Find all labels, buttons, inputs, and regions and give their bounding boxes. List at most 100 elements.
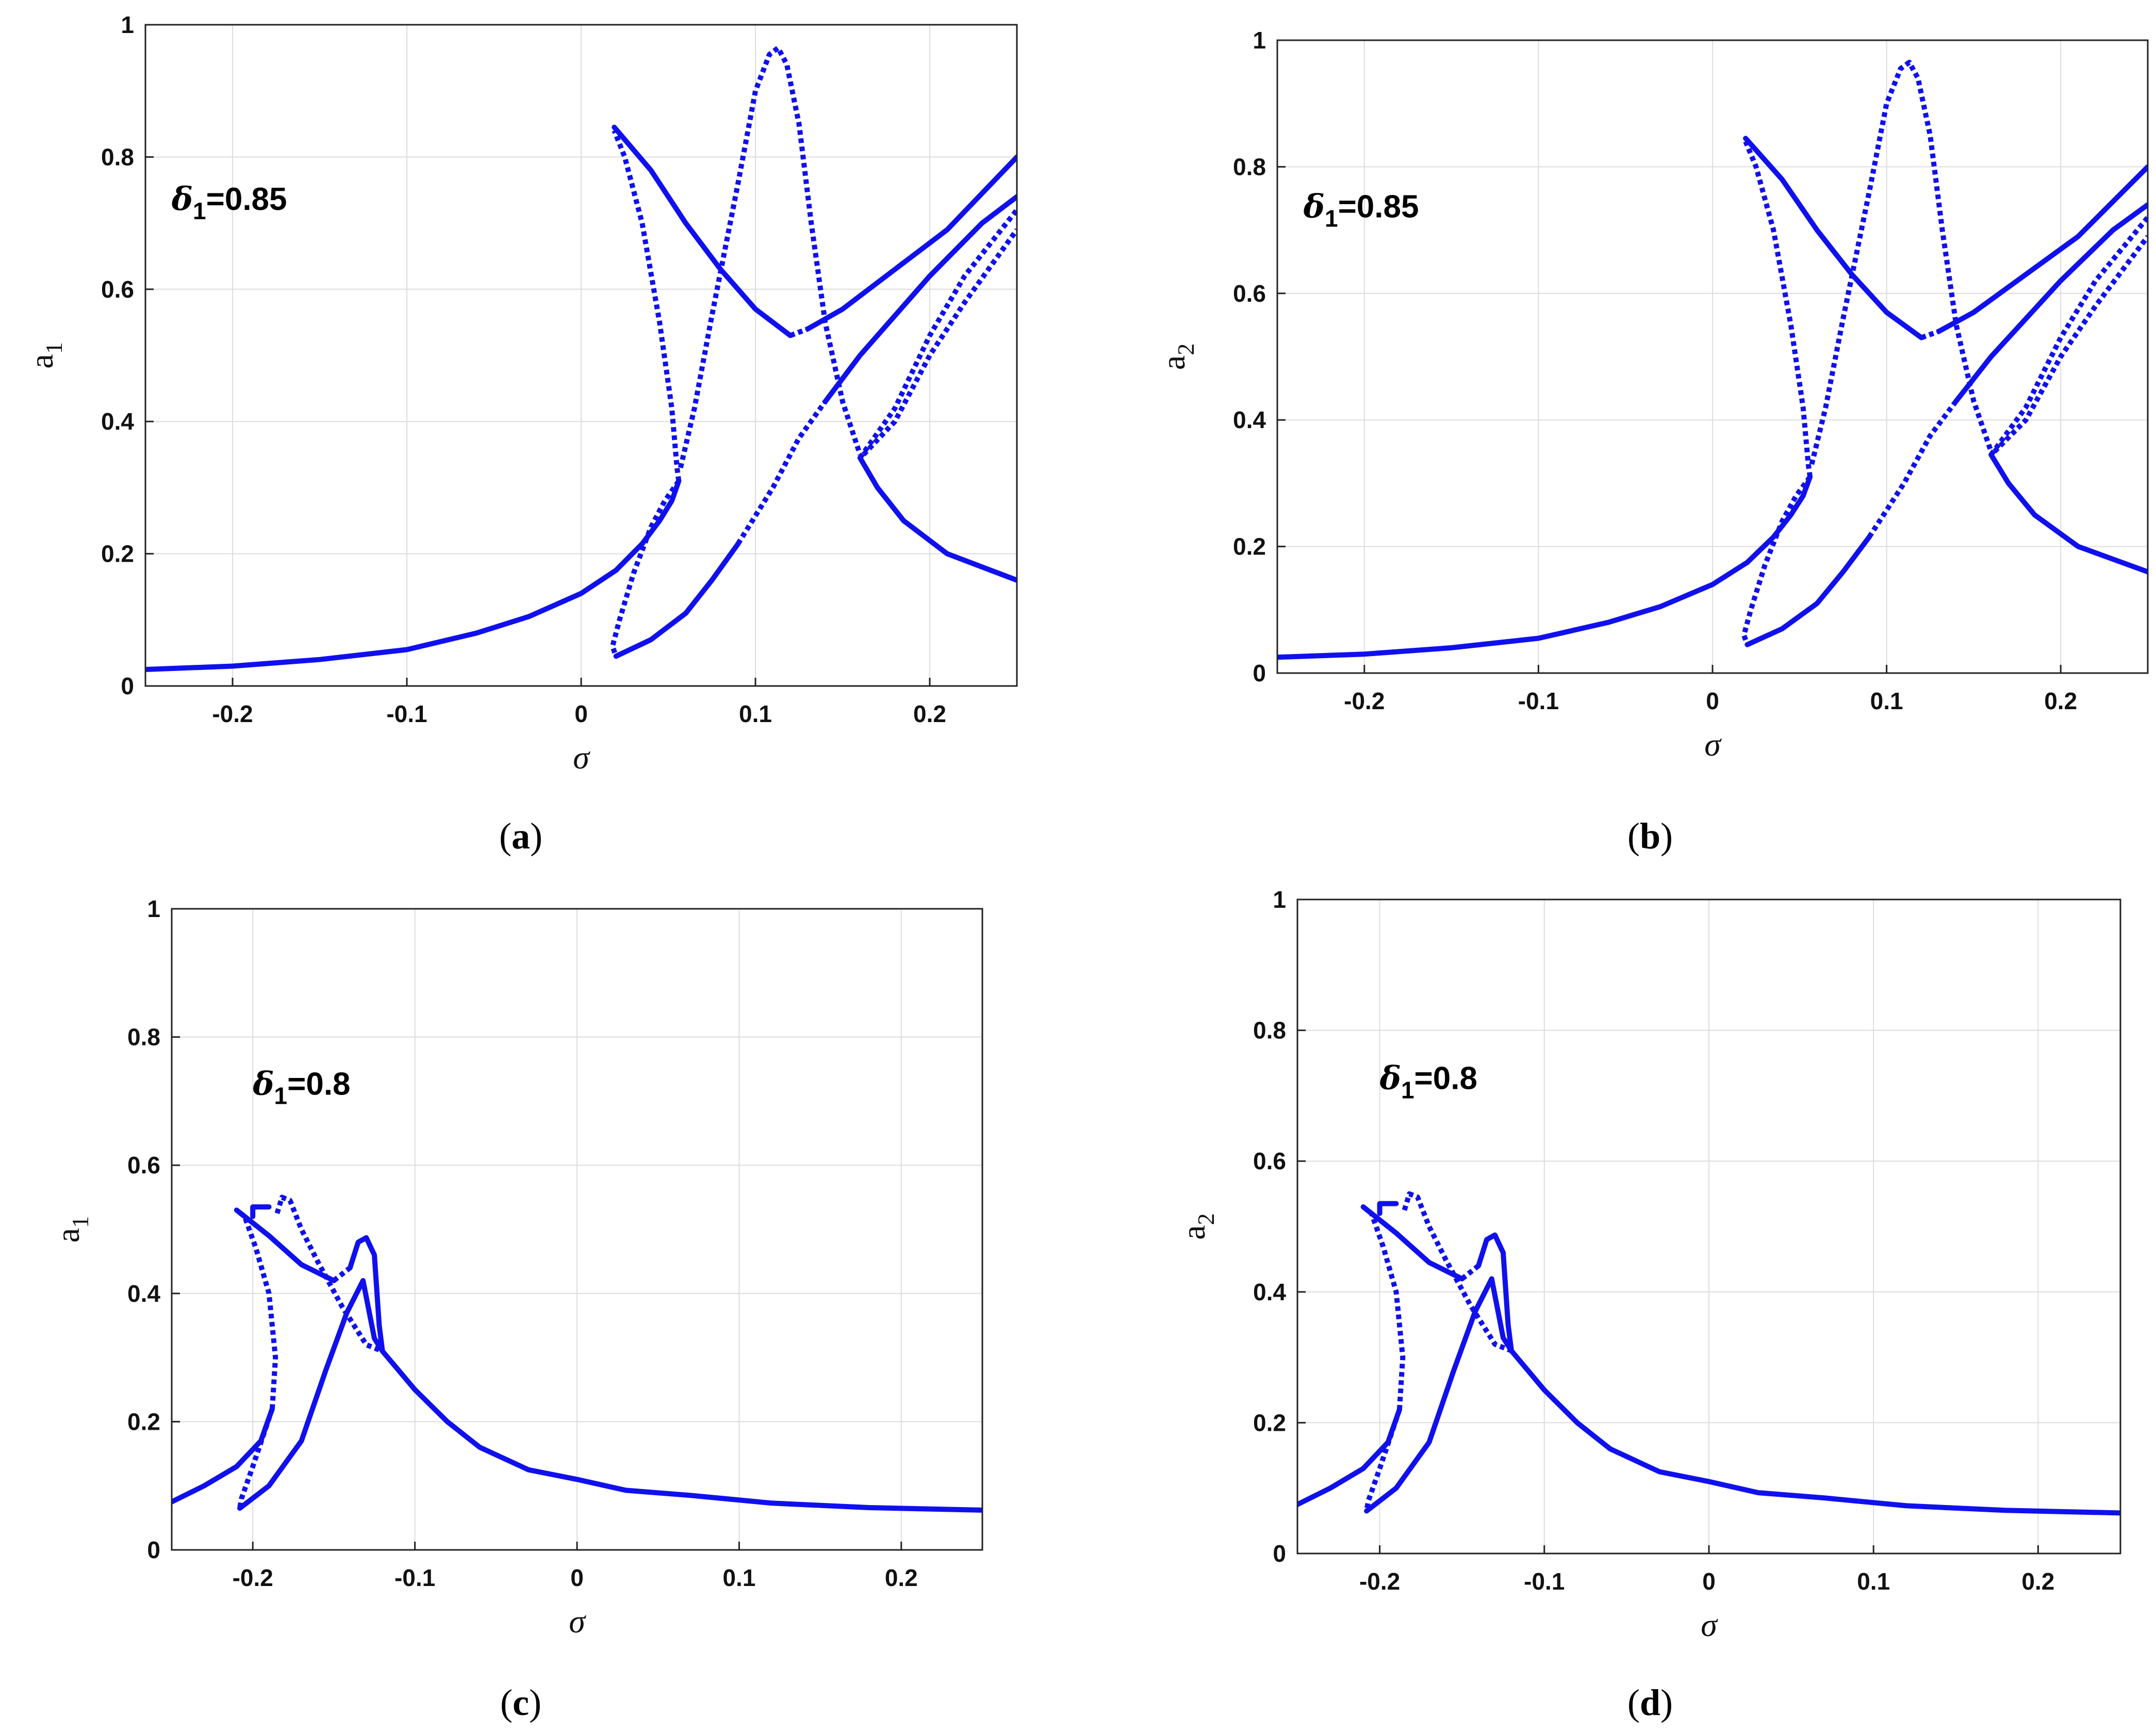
stable-branch-line xyxy=(1936,164,2148,334)
caption-letter: c xyxy=(513,1682,529,1723)
x-tick-label: -0.1 xyxy=(1518,688,1559,714)
unstable-branch-line xyxy=(735,400,828,546)
x-tick-label: 0 xyxy=(570,1564,584,1591)
panel-captions: (a) (b)(c) (d) xyxy=(499,815,1673,1723)
y-tick-label: 0.4 xyxy=(127,1280,160,1307)
y-axis-label-main: a xyxy=(1155,355,1192,370)
y-tick-label: 0.6 xyxy=(127,1152,160,1179)
y-tick-label: 1 xyxy=(1253,27,1266,54)
x-tick-label: -0.2 xyxy=(1359,1568,1400,1595)
unstable-branch-line xyxy=(1867,399,1958,538)
unstable-branch-line xyxy=(1743,140,1813,478)
annotation-value: =0.8 xyxy=(1414,1061,1477,1097)
stable-branch-line xyxy=(1364,1276,1514,1514)
caption-letter: a xyxy=(512,815,530,857)
y-tick-label: 0.8 xyxy=(127,1024,160,1051)
stable-branch-line xyxy=(1360,1204,1465,1282)
x-tick-label: 0 xyxy=(574,700,588,727)
y-tick-label: 1 xyxy=(1273,886,1286,913)
x-tick-label: 0.1 xyxy=(1857,1568,1890,1595)
x-tick-label: 0.2 xyxy=(2021,1568,2054,1595)
unstable-branch-line xyxy=(1993,235,2148,454)
panel-caption-d: (d) xyxy=(1627,1682,1673,1723)
annotation-symbol: δ xyxy=(1379,1059,1401,1097)
caption-close-paren: ) xyxy=(1660,815,1673,857)
stable-branch-line xyxy=(613,541,741,659)
unstable-branch-line xyxy=(1361,1205,1406,1410)
caption-letter: d xyxy=(1640,1682,1660,1723)
x-tick-label: 0 xyxy=(1702,1568,1716,1595)
stable-branch-line xyxy=(612,124,793,338)
caption-close-paren: ) xyxy=(1660,1682,1673,1723)
unstable-branch-line xyxy=(1364,1409,1402,1512)
x-tick-label: -0.2 xyxy=(233,1564,273,1591)
unstable-branch-line xyxy=(235,1208,278,1409)
unstable-branch-line xyxy=(1460,1264,1480,1281)
caption-close-paren: ) xyxy=(530,815,542,857)
y-tick-label: 0 xyxy=(147,1536,160,1563)
caption-letter: b xyxy=(1640,815,1660,857)
stable-branch-line xyxy=(1277,474,1813,660)
x-axis-label: σ xyxy=(573,739,590,776)
stable-branch-line xyxy=(1297,1407,1402,1507)
y-tick-label: 0 xyxy=(1273,1540,1286,1567)
caption-close-paren: ) xyxy=(529,1682,541,1723)
annotation-symbol: δ xyxy=(1303,188,1325,225)
series-group xyxy=(145,45,1017,672)
stable-branch-line xyxy=(1744,534,1872,647)
parameter-annotation: δ1=0.85 xyxy=(1303,188,1419,232)
y-axis-label-main: a xyxy=(50,1228,86,1242)
x-axis-label: σ xyxy=(1704,726,1722,763)
unstable-branch-line xyxy=(1809,59,1994,465)
annotation-subscript: 1 xyxy=(274,1082,288,1109)
stable-branch-line xyxy=(805,154,1017,332)
panel-caption-a: (a) xyxy=(499,815,542,857)
unstable-branch-line xyxy=(1920,329,1940,340)
parameter-annotation: δ1=0.85 xyxy=(171,180,287,224)
unstable-branch-line xyxy=(1402,1191,1512,1353)
y-tick-label: 0.4 xyxy=(101,408,134,435)
x-tick-label: -0.1 xyxy=(394,1564,435,1591)
y-tick-label: 0.2 xyxy=(101,541,134,567)
series-group xyxy=(1297,1191,2120,1516)
y-tick-label: 0 xyxy=(1253,660,1266,686)
stable-branch-line xyxy=(237,1278,385,1511)
parameter-annotation: δ1=0.8 xyxy=(252,1065,350,1109)
stable-branch-line xyxy=(1988,452,2148,575)
y-axis-label: a1 xyxy=(23,342,67,368)
annotation-value: =0.85 xyxy=(206,182,287,217)
stable-branch-line xyxy=(1377,1201,1399,1216)
x-tick-label: -0.1 xyxy=(386,700,427,727)
x-tick-label: -0.1 xyxy=(1524,1568,1565,1595)
panel-caption-c: (c) xyxy=(500,1682,541,1723)
stable-branch-line xyxy=(1476,1232,1514,1353)
annotation-value: =0.8 xyxy=(287,1066,350,1102)
annotation-symbol: δ xyxy=(252,1065,274,1102)
stable-branch-line xyxy=(1509,1348,2120,1516)
unstable-branch-line xyxy=(332,1266,352,1283)
x-tick-label: 0.2 xyxy=(885,1564,918,1591)
y-tick-label: 0.4 xyxy=(1233,406,1266,433)
series-group xyxy=(172,1195,982,1513)
y-axis-label-main: a xyxy=(1175,1225,1212,1239)
stable-branch-line xyxy=(380,1348,982,1513)
y-tick-label: 0.8 xyxy=(1253,1017,1286,1044)
unstable-branch-line xyxy=(678,45,863,469)
series-group xyxy=(1277,59,2148,660)
y-tick-label: 0.6 xyxy=(1233,280,1266,307)
y-tick-label: 0.6 xyxy=(101,276,134,303)
unstable-branch-line xyxy=(1989,216,2148,456)
caption-open-paren: ( xyxy=(499,815,512,857)
y-axis-label: a1 xyxy=(50,1216,93,1242)
y-axis-label-main: a xyxy=(23,354,60,368)
unstable-branch-line xyxy=(858,208,1017,460)
y-axis-label: a2 xyxy=(1155,344,1199,370)
y-axis-label: a2 xyxy=(1175,1213,1219,1239)
x-tick-label: 0.2 xyxy=(913,700,946,727)
x-axis-label: σ xyxy=(569,1603,586,1640)
y-tick-label: 0.8 xyxy=(101,143,134,170)
caption-open-paren: ( xyxy=(500,1682,513,1723)
